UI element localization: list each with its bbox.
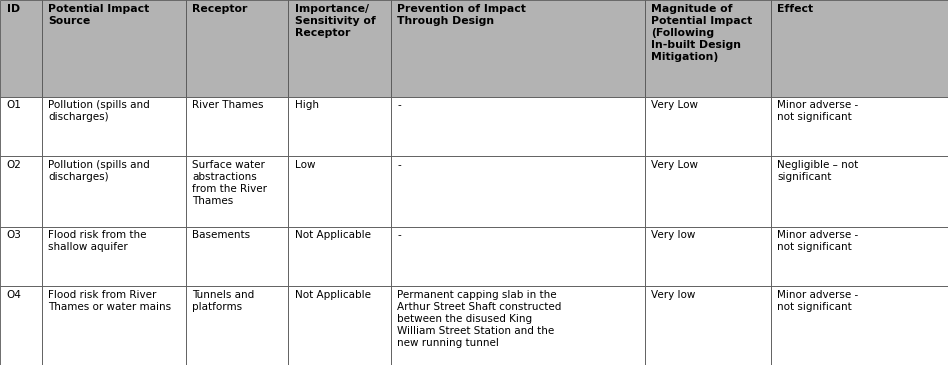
Text: Not Applicable: Not Applicable [295,290,371,300]
Bar [288,227,391,286]
Bar [186,97,288,156]
Bar [645,156,771,227]
Text: Permanent capping slab in the
Arthur Street Shaft constructed
between the disuse: Permanent capping slab in the Arthur Str… [397,290,561,348]
Text: High: High [295,100,319,110]
Text: Potential Impact
Source: Potential Impact Source [48,4,150,26]
Text: Minor adverse -
not significant: Minor adverse - not significant [777,100,859,122]
Bar [391,156,645,227]
Text: Very low: Very low [651,230,696,240]
Bar [0,227,42,286]
Text: River Thames: River Thames [192,100,264,110]
Text: Receptor: Receptor [192,4,247,14]
Bar [0,0,42,97]
Bar [391,286,645,365]
Text: Negligible – not
significant: Negligible – not significant [777,160,859,182]
Text: Importance/
Sensitivity of
Receptor: Importance/ Sensitivity of Receptor [295,4,375,38]
Text: Flood risk from the
shallow aquifer: Flood risk from the shallow aquifer [48,230,147,252]
Bar [288,156,391,227]
Bar [288,0,391,97]
Bar [771,97,948,156]
Text: Low: Low [295,160,316,170]
Text: Basements: Basements [192,230,250,240]
Bar [391,97,645,156]
Bar [771,156,948,227]
Bar [645,286,771,365]
Text: Effect: Effect [777,4,813,14]
Text: Not Applicable: Not Applicable [295,230,371,240]
Text: -: - [397,230,401,240]
Bar [0,97,42,156]
Text: Minor adverse -
not significant: Minor adverse - not significant [777,230,859,252]
Bar [186,0,288,97]
Text: O4: O4 [7,290,22,300]
Text: O3: O3 [7,230,22,240]
Text: Pollution (spills and
discharges): Pollution (spills and discharges) [48,100,150,122]
Bar [645,97,771,156]
Text: O2: O2 [7,160,22,170]
Text: Pollution (spills and
discharges): Pollution (spills and discharges) [48,160,150,182]
Text: -: - [397,100,401,110]
Bar [391,227,645,286]
Bar [288,286,391,365]
Text: Prevention of Impact
Through Design: Prevention of Impact Through Design [397,4,526,26]
Bar [645,0,771,97]
Bar [288,97,391,156]
Text: O1: O1 [7,100,22,110]
Bar [42,0,186,97]
Bar [186,286,288,365]
Bar [42,286,186,365]
Bar [186,227,288,286]
Text: Very low: Very low [651,290,696,300]
Text: Magnitude of
Potential Impact
(Following
In-built Design
Mitigation): Magnitude of Potential Impact (Following… [651,4,753,62]
Text: Very Low: Very Low [651,100,699,110]
Text: Flood risk from River
Thames or water mains: Flood risk from River Thames or water ma… [48,290,172,312]
Bar [186,156,288,227]
Bar [42,227,186,286]
Text: ID: ID [7,4,20,14]
Text: Surface water
abstractions
from the River
Thames: Surface water abstractions from the Rive… [192,160,267,206]
Bar [42,97,186,156]
Text: Tunnels and
platforms: Tunnels and platforms [192,290,255,312]
Bar [645,227,771,286]
Text: Minor adverse -
not significant: Minor adverse - not significant [777,290,859,312]
Bar [771,227,948,286]
Bar [391,0,645,97]
Bar [42,156,186,227]
Text: -: - [397,160,401,170]
Bar [771,286,948,365]
Bar [0,286,42,365]
Bar [771,0,948,97]
Text: Very Low: Very Low [651,160,699,170]
Bar [0,156,42,227]
